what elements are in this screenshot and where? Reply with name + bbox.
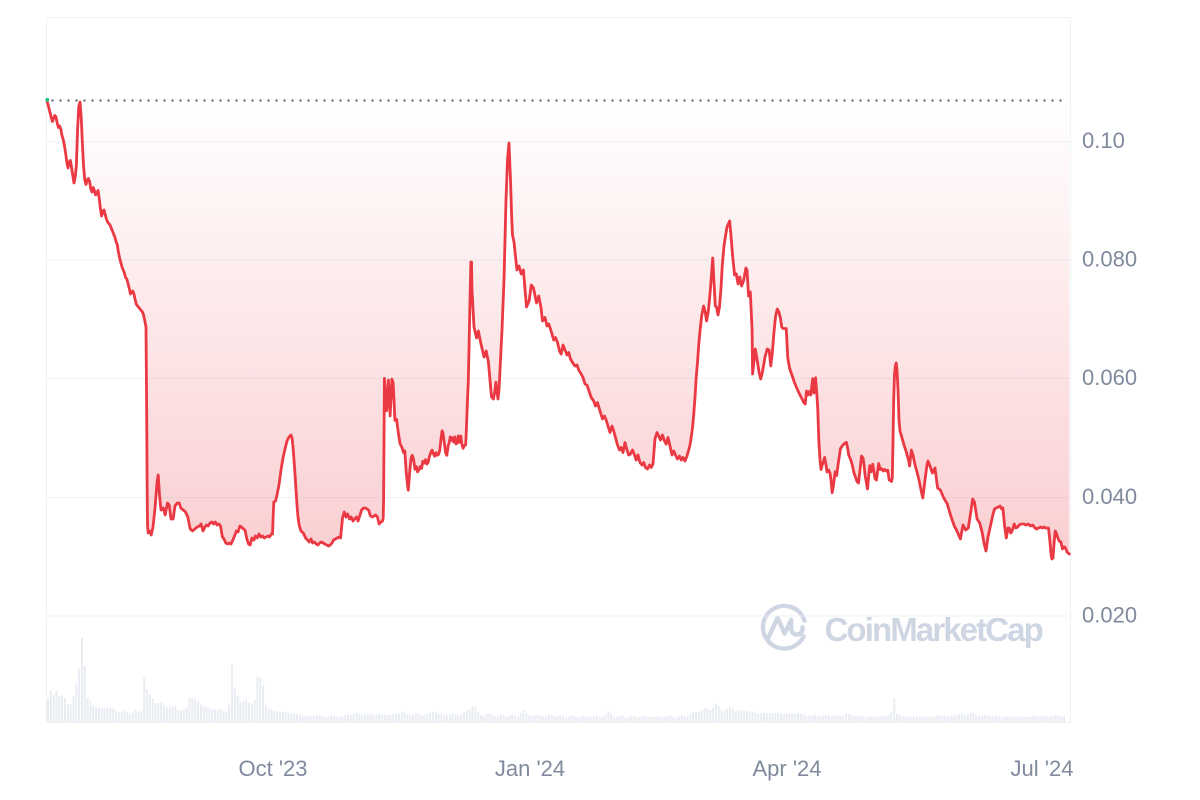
- svg-text:Apr '24: Apr '24: [752, 756, 821, 781]
- svg-text:Jul '24: Jul '24: [1011, 756, 1074, 781]
- svg-text:0.10: 0.10: [1082, 128, 1125, 153]
- svg-text:0.040: 0.040: [1082, 484, 1137, 509]
- svg-text:0.080: 0.080: [1082, 247, 1137, 272]
- svg-text:0.060: 0.060: [1082, 365, 1137, 390]
- svg-text:Oct '23: Oct '23: [238, 756, 307, 781]
- svg-text:Jan '24: Jan '24: [495, 756, 565, 781]
- svg-text:CoinMarketCap: CoinMarketCap: [825, 611, 1043, 648]
- svg-text:0.020: 0.020: [1082, 603, 1137, 628]
